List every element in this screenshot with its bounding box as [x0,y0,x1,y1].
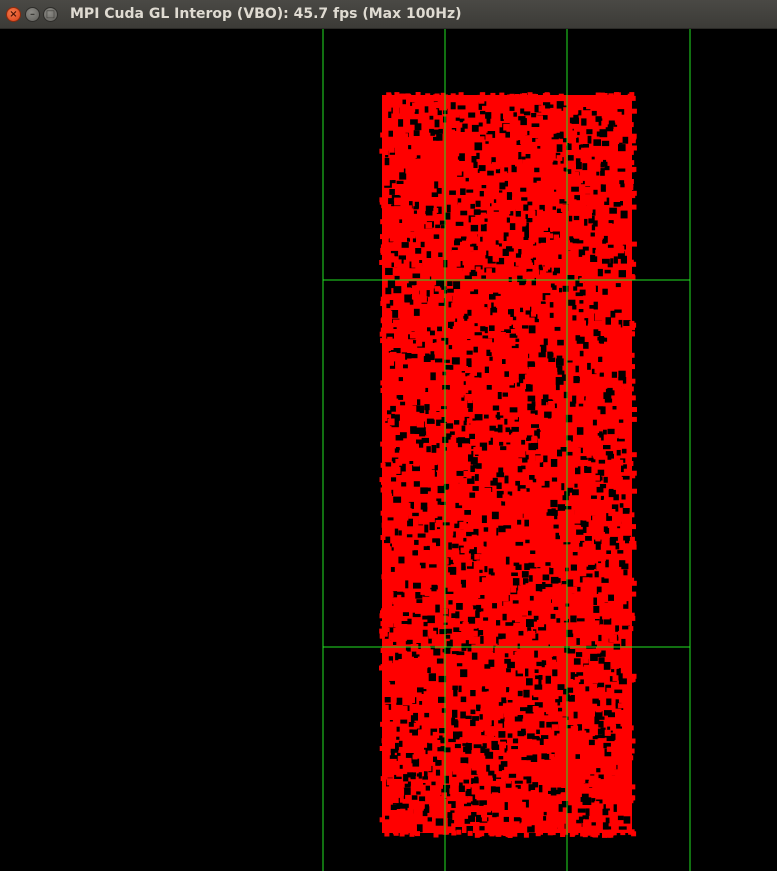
close-button[interactable]: × [6,7,21,22]
maximize-button[interactable]: □ [43,7,58,22]
gl-viewport[interactable] [0,29,777,871]
particle-squares [382,95,632,833]
minimize-icon: – [30,9,35,20]
title-bar[interactable]: × – □ MPI Cuda GL Interop (VBO): 45.7 fp… [0,0,777,29]
particle-cloud [379,92,637,838]
minimize-button[interactable]: – [25,7,40,22]
maximize-icon: □ [45,9,56,20]
window-title: MPI Cuda GL Interop (VBO): 45.7 fps (Max… [70,6,462,22]
particle-edge [379,92,637,838]
close-icon: × [9,9,18,20]
domain-grid [322,29,691,871]
